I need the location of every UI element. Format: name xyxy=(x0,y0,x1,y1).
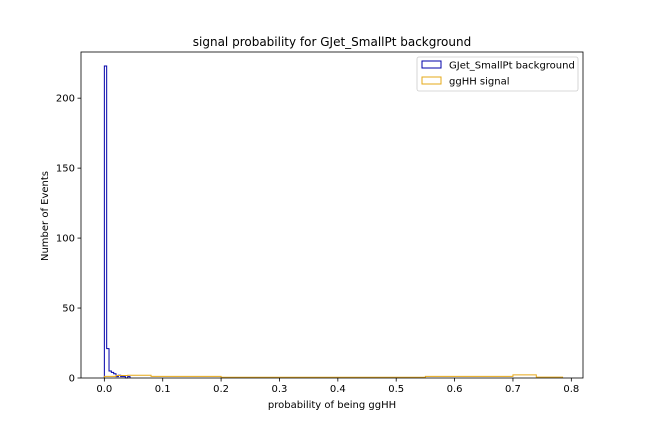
x-tick-label: 0.7 xyxy=(505,384,521,395)
legend-swatch xyxy=(421,60,442,69)
histogram-series-1 xyxy=(103,374,564,378)
y-tick-label: 200 xyxy=(56,94,75,105)
legend-box xyxy=(416,56,579,92)
y-tick-label: 50 xyxy=(62,304,75,315)
legend-label: ggHH signal xyxy=(449,77,510,88)
x-tick-label: 0.5 xyxy=(388,384,404,395)
x-tick-label: 0.8 xyxy=(563,384,579,395)
histogram-series-0 xyxy=(103,65,131,379)
x-tick-label: 0.1 xyxy=(155,384,171,395)
y-tick-label: 100 xyxy=(56,234,75,245)
chart-title: signal probability for GJet_SmallPt back… xyxy=(193,35,471,49)
x-axis-label: probability of being ggHH xyxy=(268,400,396,411)
x-tick-label: 0.4 xyxy=(330,384,346,395)
x-tick-label: 0.2 xyxy=(213,384,229,395)
y-axis-label: Number of Events xyxy=(40,171,51,261)
plot-frame xyxy=(80,51,584,379)
x-tick-label: 0.6 xyxy=(447,384,463,395)
legend-swatch xyxy=(421,76,442,85)
ticks-layer: 0.0 0.1 0.2 0.3 0.4 0.5 0.6 0.7 0.8 0 50 100 150 200 xyxy=(56,94,579,395)
x-tick-label: 0.3 xyxy=(272,384,288,395)
y-tick-label: 0 xyxy=(69,374,75,385)
x-tick-label: 0.0 xyxy=(96,384,112,395)
y-tick-label: 150 xyxy=(56,164,75,175)
legend: GJet_SmallPt background ggHH signal xyxy=(416,56,579,92)
series-layer xyxy=(103,65,564,379)
legend-label: GJet_SmallPt background xyxy=(449,61,575,72)
